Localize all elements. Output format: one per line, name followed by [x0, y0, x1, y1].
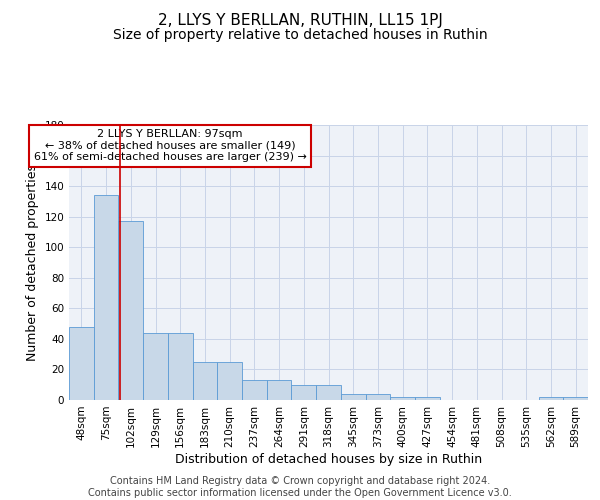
- Y-axis label: Number of detached properties: Number of detached properties: [26, 164, 39, 361]
- X-axis label: Distribution of detached houses by size in Ruthin: Distribution of detached houses by size …: [175, 452, 482, 466]
- Bar: [415, 397, 440, 400]
- Bar: [69, 326, 94, 400]
- Bar: [193, 362, 217, 400]
- Bar: [390, 397, 415, 400]
- Text: Contains HM Land Registry data © Crown copyright and database right 2024.
Contai: Contains HM Land Registry data © Crown c…: [88, 476, 512, 498]
- Text: Size of property relative to detached houses in Ruthin: Size of property relative to detached ho…: [113, 28, 487, 42]
- Bar: [217, 362, 242, 400]
- Bar: [341, 394, 365, 400]
- Bar: [539, 397, 563, 400]
- Bar: [242, 380, 267, 400]
- Bar: [292, 384, 316, 400]
- Bar: [118, 221, 143, 400]
- Bar: [316, 384, 341, 400]
- Text: 2 LLYS Y BERLLAN: 97sqm
← 38% of detached houses are smaller (149)
61% of semi-d: 2 LLYS Y BERLLAN: 97sqm ← 38% of detache…: [34, 129, 307, 162]
- Text: 2, LLYS Y BERLLAN, RUTHIN, LL15 1PJ: 2, LLYS Y BERLLAN, RUTHIN, LL15 1PJ: [158, 12, 442, 28]
- Bar: [365, 394, 390, 400]
- Bar: [267, 380, 292, 400]
- Bar: [168, 333, 193, 400]
- Bar: [94, 196, 118, 400]
- Bar: [563, 397, 588, 400]
- Bar: [143, 333, 168, 400]
